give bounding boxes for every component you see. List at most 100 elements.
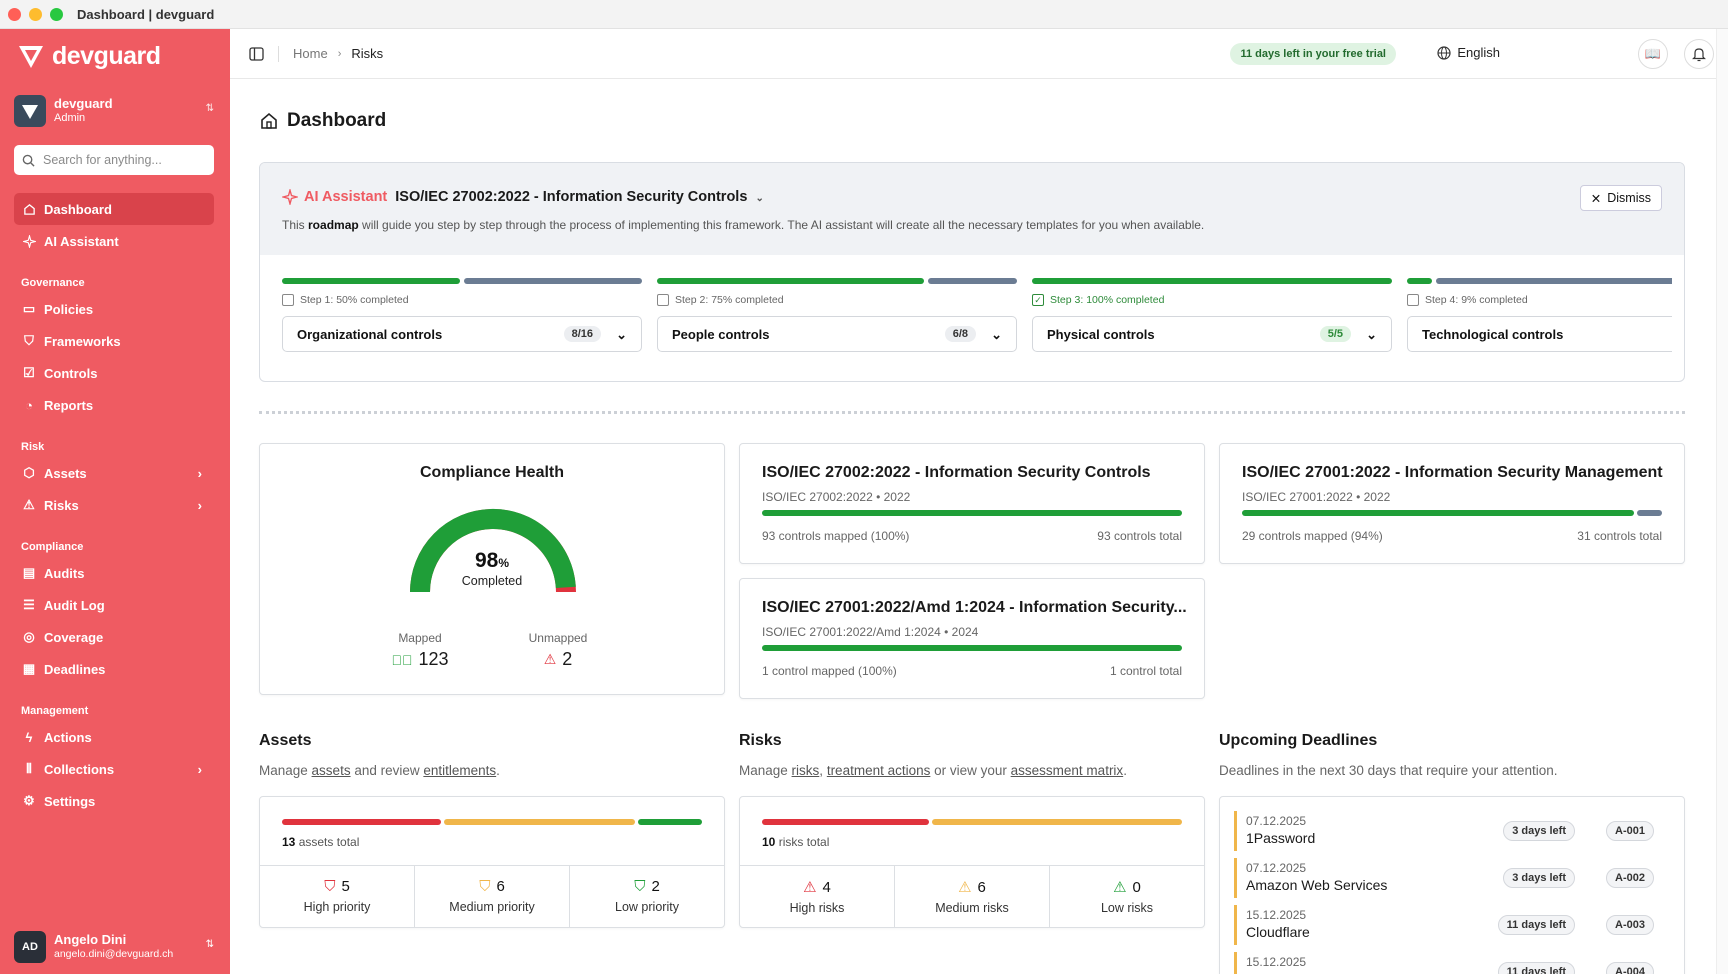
warning-icon: ⚠ xyxy=(23,497,35,512)
step-select-physical[interactable]: Physical controls 5/5 ⌄ xyxy=(1032,316,1392,352)
step-name: Physical controls xyxy=(1047,326,1155,342)
page-title-text: Dashboard xyxy=(287,110,387,131)
step-progress-bar xyxy=(657,278,1017,284)
step-select-people[interactable]: People controls 6/8 ⌄ xyxy=(657,316,1017,352)
sidebar-item-actions[interactable]: ϟ Actions xyxy=(14,721,214,753)
medium-risks-stat[interactable]: ⚠ 6 Medium risks xyxy=(895,866,1050,927)
deadline-item[interactable]: 07.12.2025 1Password 3 days left A-001 xyxy=(1234,811,1654,851)
sidebar-item-settings[interactable]: ⚙ Settings xyxy=(14,785,214,817)
sidebar-item-label: Controls xyxy=(44,365,98,381)
stat-label: High risks xyxy=(789,901,845,915)
org-avatar xyxy=(14,95,46,127)
docs-button[interactable]: 📖 xyxy=(1638,39,1668,69)
low-priority-stat[interactable]: ⛉ 2 Low priority xyxy=(570,866,724,927)
user-email: angelo.dini@devguard.ch xyxy=(54,948,174,960)
sidebar-item-audit-log[interactable]: ☰ Audit Log xyxy=(14,589,214,621)
deadline-item[interactable]: 15.12.2025 11 days left A-004 xyxy=(1234,952,1654,974)
sidebar-item-coverage[interactable]: ◎ Coverage xyxy=(14,621,214,653)
user-menu[interactable]: AD Angelo Dini angelo.dini@devguard.ch ⇅ xyxy=(14,927,214,967)
sidebar-item-label: Collections xyxy=(44,761,115,777)
framework-subtitle: ISO/IEC 27001:2022/Amd 1:2024 • 2024 xyxy=(762,625,979,639)
deadline-item[interactable]: 15.12.2025 Cloudflare 11 days left A-003 xyxy=(1234,905,1654,945)
stat-value: 2 xyxy=(562,649,573,669)
assets-total: 13 assets total xyxy=(282,835,359,849)
search-input[interactable] xyxy=(43,153,203,167)
step-checkbox[interactable] xyxy=(282,294,294,306)
high-risks-stat[interactable]: ⚠ 4 High risks xyxy=(740,866,895,927)
chevron-down-icon: ⌄ xyxy=(991,327,1002,342)
step-select-organizational[interactable]: Organizational controls 8/16 ⌄ xyxy=(282,316,642,352)
framework-progress-bar xyxy=(762,510,1182,516)
asset-id-badge: A-001 xyxy=(1606,821,1654,841)
sidebar-search[interactable] xyxy=(14,145,214,175)
sidebar-item-risks[interactable]: ⚠ Risks › xyxy=(14,489,214,521)
sidebar-item-controls[interactable]: ☑ Controls xyxy=(14,357,214,389)
list-icon: ☰ xyxy=(23,597,35,612)
trial-badge[interactable]: 11 days left in your free trial xyxy=(1230,43,1396,65)
framework-progress-bar xyxy=(762,645,1182,651)
assets-section-title: Assets xyxy=(259,732,312,749)
framework-card[interactable]: ISO/IEC 27001:2022 - Information Securit… xyxy=(1219,443,1685,564)
deadline-date: 07.12.2025 xyxy=(1246,814,1307,828)
desc-text: . xyxy=(1123,763,1127,778)
entitlements-link[interactable]: entitlements xyxy=(423,763,497,778)
days-left-badge: 3 days left xyxy=(1503,821,1575,841)
sidebar-item-collections[interactable]: ⫴ Collections › xyxy=(14,753,214,785)
framework-title: ISO/IEC 27002:2022 - Information Securit… xyxy=(762,464,1151,481)
breadcrumb: Home › Risks xyxy=(293,46,383,61)
low-risks-stat[interactable]: ⚠ 0 Low risks xyxy=(1050,866,1204,927)
sidebar-item-reports[interactable]: ◔ Reports xyxy=(14,389,214,421)
minimize-window-button[interactable] xyxy=(29,7,42,21)
sidebar-item-deadlines[interactable]: ▦ Deadlines xyxy=(14,653,214,685)
sidebar-item-dashboard[interactable]: Dashboard xyxy=(14,193,214,225)
sidebar-item-audits[interactable]: ▤ Audits xyxy=(14,557,214,589)
breadcrumb-home[interactable]: Home xyxy=(293,46,328,61)
devguard-org-icon xyxy=(22,105,38,119)
ai-assistant-label: AI Assistant xyxy=(282,189,387,205)
step-checkbox[interactable] xyxy=(657,294,669,306)
medium-priority-stat[interactable]: ⛉ 6 Medium priority xyxy=(415,866,570,927)
desc-text: and review xyxy=(350,763,424,778)
step-select-technological[interactable]: Technological controls xyxy=(1407,316,1672,352)
assessment-matrix-link[interactable]: assessment matrix xyxy=(1010,763,1124,778)
org-role: Admin xyxy=(54,112,86,124)
brand-logo[interactable]: devguard xyxy=(16,41,161,71)
sidebar-item-frameworks[interactable]: ⛉ Frameworks xyxy=(14,325,214,357)
deadline-item[interactable]: 07.12.2025 Amazon Web Services 3 days le… xyxy=(1234,858,1654,898)
sidebar-section-governance: Governance xyxy=(21,277,85,289)
close-window-button[interactable] xyxy=(8,7,21,21)
chevron-down-icon: ⌄ xyxy=(755,193,764,204)
step-badge: 5/5 xyxy=(1319,326,1351,342)
step-checkbox[interactable] xyxy=(1407,294,1419,306)
book-open-icon: 📖 xyxy=(1644,46,1662,61)
divider xyxy=(259,411,1685,414)
assets-section-desc: Manage assets and review entitlements. xyxy=(259,763,500,778)
shield-icon: ⛉ xyxy=(479,878,491,895)
sidebar-item-assets[interactable]: ⬡ Assets › xyxy=(14,457,214,489)
page-title: Dashboard xyxy=(259,110,386,132)
language-selector[interactable]: English xyxy=(1437,45,1500,60)
sidebar-toggle-icon[interactable] xyxy=(248,46,264,62)
sidebar-item-ai-assistant[interactable]: AI Assistant xyxy=(14,225,214,257)
deadline-date: 15.12.2025 xyxy=(1246,955,1307,969)
check-circle-icon: ✓⃝ xyxy=(391,651,413,668)
assets-link[interactable]: assets xyxy=(311,763,351,778)
org-switcher[interactable]: devguard Admin ⇅ xyxy=(14,91,214,131)
window-title: Dashboard | devguard xyxy=(77,6,215,22)
framework-selector[interactable]: ISO/IEC 27002:2022 - Information Securit… xyxy=(395,189,764,205)
framework-total: 31 controls total xyxy=(1577,529,1662,543)
risks-link[interactable]: risks xyxy=(791,763,820,778)
framework-card[interactable]: ISO/IEC 27002:2022 - Information Securit… xyxy=(739,443,1205,564)
framework-card[interactable]: ISO/IEC 27001:2022/Amd 1:2024 - Informat… xyxy=(739,578,1205,699)
stat-value: 0 xyxy=(1132,878,1141,896)
maximize-window-button[interactable] xyxy=(50,7,63,21)
dismiss-button[interactable]: ✕ Dismiss xyxy=(1579,185,1662,211)
sidebar-item-policies[interactable]: ▭ Policies xyxy=(14,293,214,325)
treatment-actions-link[interactable]: treatment actions xyxy=(826,763,931,778)
target-icon: ◎ xyxy=(23,629,35,644)
search-icon xyxy=(22,154,35,167)
high-priority-stat[interactable]: ⛉ 5 High priority xyxy=(260,866,415,927)
step-checkbox-checked[interactable]: ✓ xyxy=(1032,294,1044,306)
notifications-button[interactable] xyxy=(1684,39,1714,69)
scrollbar[interactable] xyxy=(1716,29,1728,974)
